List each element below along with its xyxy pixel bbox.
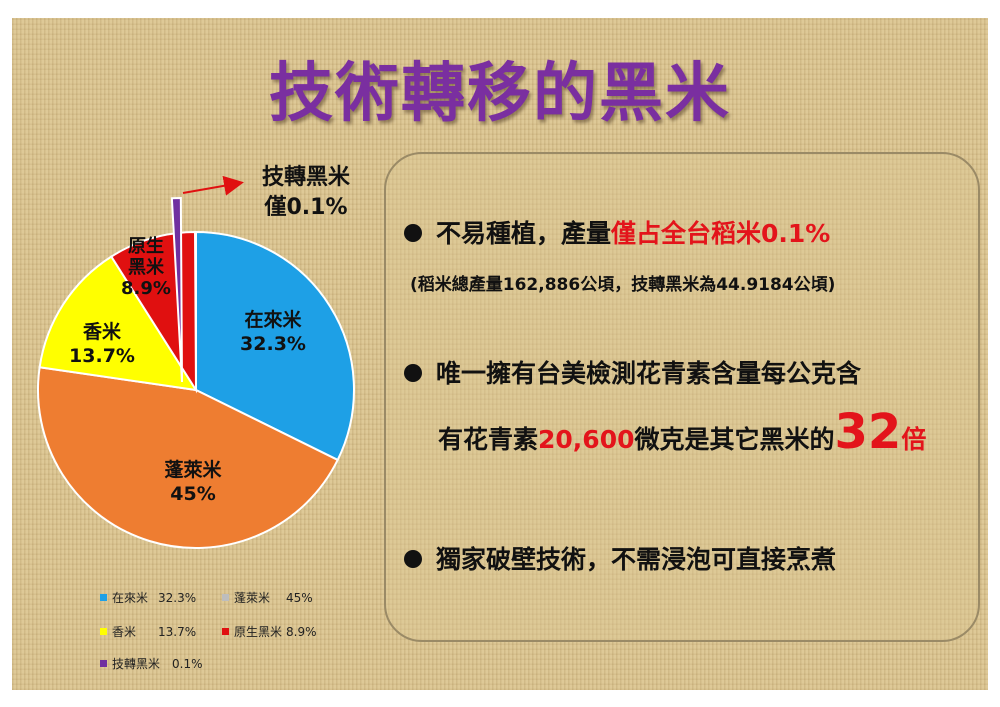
- bullet-2-big-number: 32: [834, 404, 902, 460]
- slice-label-penglai-name: 蓬萊米: [164, 459, 222, 481]
- legend-name: 蓬萊米: [234, 591, 271, 605]
- bullet-2: 唯一擁有台美檢測花青素含量每公克含: [404, 354, 861, 390]
- pie-slice-4: [170, 196, 183, 383]
- legend-swatch: [100, 594, 107, 601]
- legend-pct: 32.3%: [158, 590, 197, 605]
- callout-label: 技轉黑米 僅0.1%: [262, 163, 350, 223]
- legend-item-xiang: 香米 13.7%: [100, 623, 196, 640]
- legend-pct: 13.7%: [158, 624, 197, 639]
- legend-item-penglai: 蓬萊米 45%: [222, 589, 313, 606]
- bullet-2-pre: 有花青素: [438, 425, 539, 454]
- bullet-2-highlight-1: 20,600: [538, 425, 635, 454]
- slice-label-zailai-name: 在來米: [244, 309, 302, 331]
- bullet-dot-icon: [404, 550, 422, 568]
- bullet-3: 獨家破壁技術，不需浸泡可直接烹煮: [404, 540, 836, 576]
- bullet-1-subnote: (稻米總產量162,886公頃，技轉黑米為44.9184公頃): [410, 275, 836, 295]
- slice-label-yuansheng-pct: 8.9%: [121, 278, 171, 299]
- bullet-1: 不易種植，產量僅占全台稻米0.1%: [404, 214, 830, 250]
- pie-slice-3: [109, 230, 198, 394]
- legend-swatch: [222, 628, 229, 635]
- bullet-2-line1: 唯一擁有台美檢測花青素含量每公克含: [436, 359, 862, 388]
- callout-line2: 僅0.1%: [264, 195, 348, 220]
- legend-swatch: [100, 660, 107, 667]
- legend-pct: 45%: [286, 590, 313, 605]
- legend-item-yuansheng: 原生黑米 8.9%: [222, 623, 317, 640]
- legend-name: 香米: [112, 625, 137, 639]
- info-panel: [384, 152, 980, 642]
- bullet-2-mid: 微克是其它黑米的: [634, 425, 835, 454]
- slice-label-yuansheng-name1: 原生: [128, 236, 164, 257]
- slice-label-yuansheng: 原生 黑米 8.9%: [116, 236, 176, 299]
- legend-name: 技轉黑米: [112, 657, 161, 671]
- slice-label-xiang-pct: 13.7%: [69, 345, 135, 367]
- slide-background: [12, 18, 988, 690]
- pie-slice-2: [38, 255, 199, 392]
- bullet-2-highlight-2: 倍: [901, 425, 927, 454]
- bullet-3-text: 獨家破壁技術，不需浸泡可直接烹煮: [436, 545, 837, 574]
- slice-label-zailai: 在來米 32.3%: [228, 308, 318, 356]
- pie-slice-1: [37, 366, 340, 549]
- bullet-1-text: 不易種植，產量: [436, 219, 612, 248]
- bullet-dot-icon: [404, 224, 422, 242]
- bullet-2-line2: 有花青素20,600微克是其它黑米的32倍: [438, 408, 927, 456]
- slice-label-zailai-pct: 32.3%: [240, 333, 306, 355]
- legend-pct: 8.9%: [286, 624, 317, 639]
- legend-swatch: [100, 628, 107, 635]
- pie-slice-0: [195, 230, 355, 462]
- legend-name: 在來米: [112, 591, 149, 605]
- slice-label-yuansheng-name2: 黑米: [128, 257, 164, 278]
- legend-item-zailai: 在來米 32.3%: [100, 589, 196, 606]
- legend-name: 原生黑米: [234, 625, 283, 639]
- legend-pct: 0.1%: [172, 656, 203, 671]
- slice-label-xiang: 香米 13.7%: [62, 320, 142, 368]
- legend-item-jizhuan: 技轉黑米 0.1%: [100, 655, 203, 672]
- legend-swatch: [222, 594, 229, 601]
- callout-line1: 技轉黑米: [262, 165, 351, 190]
- slide-title: 技術轉移的黑米: [269, 57, 731, 131]
- slice-label-xiang-name: 香米: [82, 321, 121, 343]
- callout-arrow: [182, 175, 244, 196]
- bullet-1-highlight: 僅占全台稻米0.1%: [611, 219, 831, 248]
- slice-label-penglai: 蓬萊米 45%: [148, 458, 238, 506]
- bullet-dot-icon: [404, 364, 422, 382]
- slice-label-penglai-pct: 45%: [170, 483, 216, 505]
